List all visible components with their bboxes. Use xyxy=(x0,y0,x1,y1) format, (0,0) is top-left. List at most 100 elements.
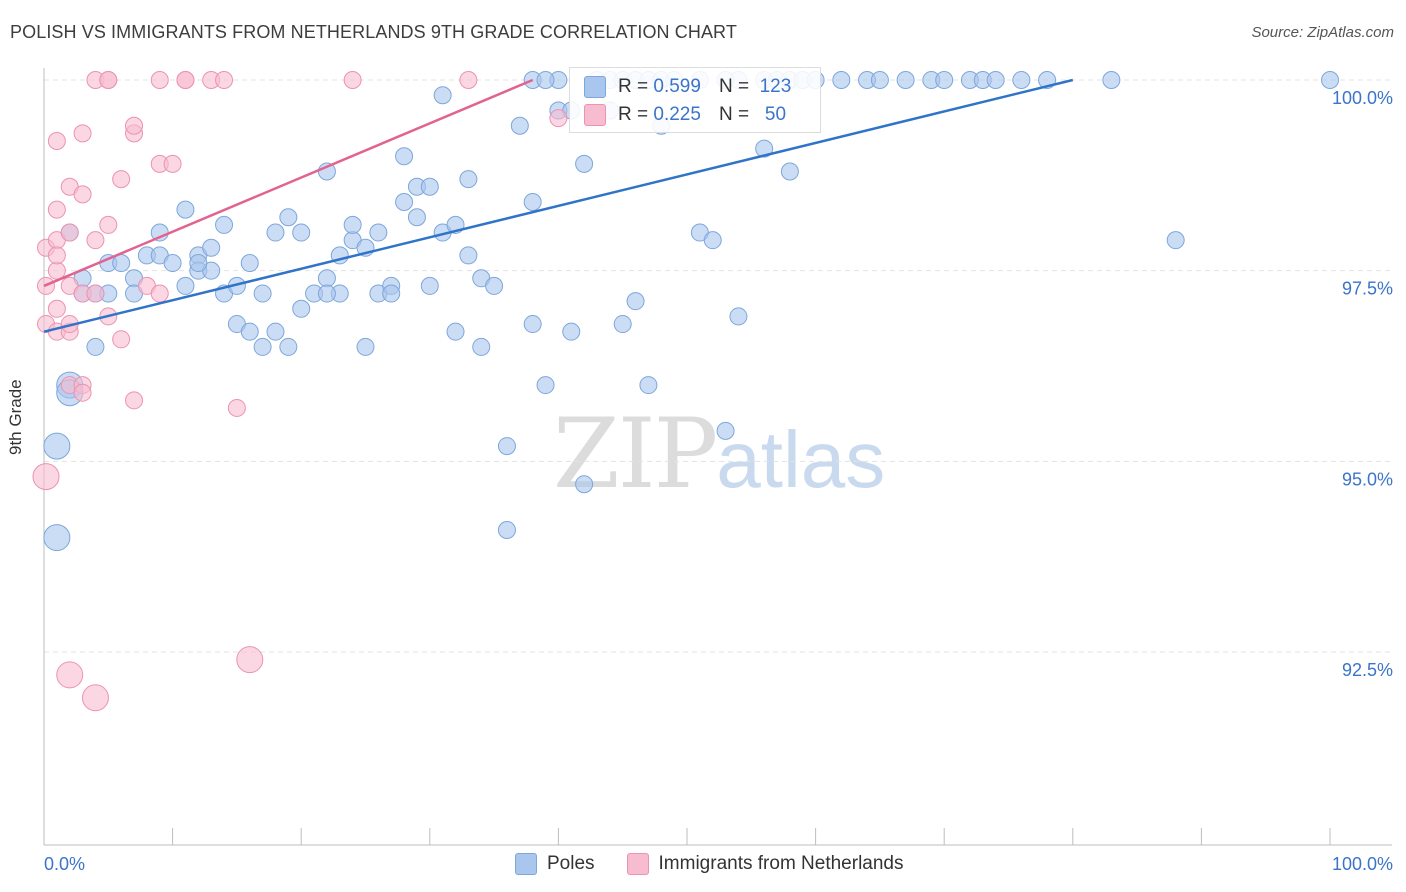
netherlands-point xyxy=(150,71,169,89)
poles-trend-line xyxy=(43,78,1074,333)
poles-point xyxy=(420,276,439,295)
poles-point xyxy=(163,254,182,273)
poles-point xyxy=(369,223,388,242)
poles-point xyxy=(986,71,1005,89)
netherlands-point xyxy=(47,132,66,151)
poles-point xyxy=(240,254,259,273)
legend-netherlands-swatch xyxy=(626,853,649,875)
x-tick-label: 100.0% xyxy=(1332,854,1393,874)
y-tick-label: 100.0% xyxy=(1332,88,1393,108)
source-label: Source: ZipAtlas.com xyxy=(1251,24,1394,41)
netherlands-point xyxy=(549,109,568,128)
poles-point xyxy=(703,231,722,250)
legend-item-poles: Poles xyxy=(515,853,595,875)
poles-point xyxy=(510,116,529,135)
poles-point xyxy=(1102,71,1121,89)
poles-point xyxy=(1012,71,1031,89)
y-tick-label: 92.5% xyxy=(1342,660,1393,680)
poles-point xyxy=(716,421,735,440)
netherlands-point xyxy=(125,116,144,135)
poles-n-value: 123 xyxy=(759,76,792,97)
poles-point xyxy=(395,193,414,212)
poles-point xyxy=(523,315,542,334)
poles-point xyxy=(536,71,555,89)
netherlands-point xyxy=(86,231,105,250)
poles-point xyxy=(292,299,311,318)
netherlands-point xyxy=(73,383,92,402)
netherlands-point xyxy=(99,71,118,89)
legend: Poles Immigrants from Netherlands xyxy=(515,853,936,875)
netherlands-point xyxy=(236,646,264,674)
netherlands-point xyxy=(112,330,131,349)
poles-point xyxy=(536,376,555,395)
poles-point xyxy=(356,337,375,356)
netherlands-point xyxy=(73,185,92,204)
poles-point xyxy=(459,170,478,189)
legend-netherlands-label: Immigrants from Netherlands xyxy=(658,853,904,874)
netherlands-point xyxy=(81,684,109,712)
y-tick-label: 97.5% xyxy=(1342,279,1393,299)
poles-point xyxy=(459,246,478,265)
netherlands-n-label: N = xyxy=(718,104,750,125)
netherlands-point xyxy=(60,223,79,242)
poles-point xyxy=(562,322,581,341)
poles-point xyxy=(575,475,594,494)
poles-point xyxy=(1166,231,1185,250)
poles-point xyxy=(407,208,426,227)
netherlands-r-label: R = xyxy=(618,104,649,125)
poles-point xyxy=(433,86,452,105)
poles-swatch xyxy=(584,76,606,98)
netherlands-point xyxy=(227,398,246,417)
poles-point xyxy=(896,71,915,89)
netherlands-point xyxy=(47,261,66,280)
poles-point xyxy=(575,154,594,173)
poles-point xyxy=(497,520,516,539)
netherlands-r-value: 0.225 xyxy=(653,104,701,125)
poles-point xyxy=(292,223,311,242)
poles-point xyxy=(639,376,658,395)
poles-point xyxy=(202,238,221,257)
poles-point xyxy=(780,162,799,181)
poles-point xyxy=(43,524,71,552)
poles-point xyxy=(253,284,272,303)
netherlands-point xyxy=(73,124,92,143)
poles-point xyxy=(266,322,285,341)
poles-point xyxy=(189,254,208,273)
netherlands-point xyxy=(99,215,118,234)
poles-point xyxy=(395,147,414,166)
stats-row-netherlands: R = 0.225 N = 50 xyxy=(584,102,786,128)
watermark-atlas: atlas xyxy=(716,415,886,504)
poles-point xyxy=(266,223,285,242)
poles-point xyxy=(343,215,362,234)
poles-point xyxy=(279,208,298,227)
poles-point xyxy=(317,269,336,288)
netherlands-point xyxy=(47,200,66,219)
poles-point xyxy=(1321,71,1339,89)
netherlands-n-value: 50 xyxy=(764,104,787,125)
y-tick-label: 95.0% xyxy=(1342,469,1393,489)
legend-item-netherlands: Immigrants from Netherlands xyxy=(626,853,904,875)
poles-point xyxy=(729,307,748,326)
netherlands-point xyxy=(56,661,84,689)
netherlands-point xyxy=(150,284,169,303)
netherlands-point xyxy=(343,71,362,89)
poles-r-value: 0.599 xyxy=(653,76,701,97)
x-tick-label: 0.0% xyxy=(44,854,85,874)
poles-point xyxy=(626,292,645,311)
netherlands-point xyxy=(32,463,60,491)
poles-point xyxy=(240,322,259,341)
poles-point xyxy=(420,177,439,196)
poles-point xyxy=(176,200,195,219)
poles-point xyxy=(43,432,71,460)
poles-point xyxy=(870,71,889,89)
netherlands-point xyxy=(86,284,105,303)
stats-row-poles: R = 0.599 N = 123 xyxy=(584,74,791,100)
poles-point xyxy=(446,322,465,341)
poles-r-label: R = xyxy=(618,76,649,97)
poles-point xyxy=(382,284,401,303)
poles-point xyxy=(832,71,851,89)
netherlands-trend-line xyxy=(43,78,534,288)
poles-point xyxy=(279,337,298,356)
chart-title: POLISH VS IMMIGRANTS FROM NETHERLANDS 9T… xyxy=(10,22,737,42)
